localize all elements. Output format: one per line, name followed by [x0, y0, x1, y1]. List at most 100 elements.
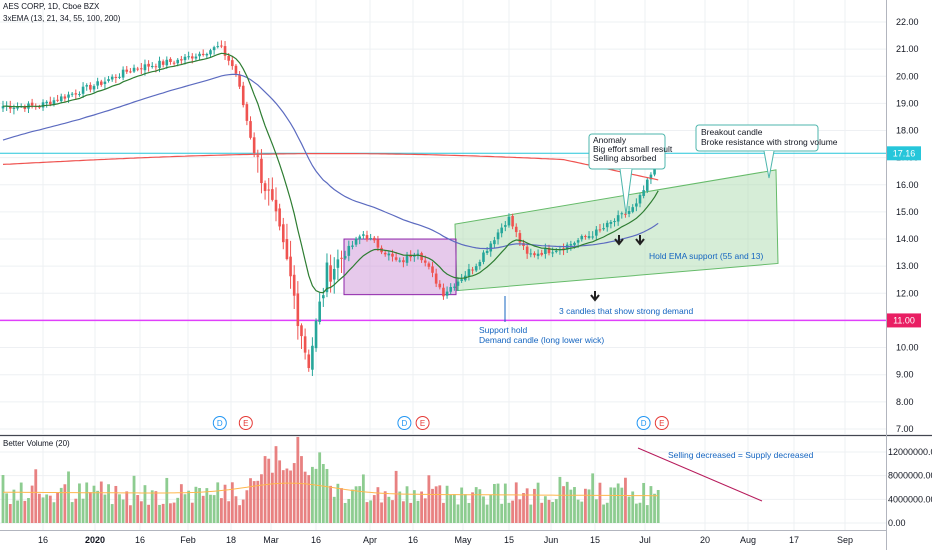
candle-body[interactable]: [485, 250, 489, 253]
price-pane[interactable]: [0, 0, 886, 434]
candle-body[interactable]: [536, 253, 540, 256]
dividend-marker[interactable]: [212, 416, 227, 430]
candle-body[interactable]: [198, 53, 201, 57]
candle-body[interactable]: [223, 46, 227, 56]
candle-body[interactable]: [92, 86, 96, 90]
candle-body[interactable]: [74, 93, 78, 95]
candle-body[interactable]: [507, 216, 511, 226]
candle-body[interactable]: [150, 65, 154, 67]
candle-body[interactable]: [169, 58, 172, 62]
candle-body[interactable]: [365, 235, 369, 240]
candle-body[interactable]: [49, 101, 52, 105]
candle-body[interactable]: [271, 189, 274, 200]
candle-body[interactable]: [311, 345, 314, 370]
candle-body[interactable]: [260, 158, 263, 184]
candle-body[interactable]: [267, 189, 271, 191]
candle-body[interactable]: [653, 165, 656, 175]
candle-body[interactable]: [56, 99, 59, 101]
candle-body[interactable]: [89, 84, 92, 90]
candle-body[interactable]: [624, 213, 627, 215]
dividend-marker[interactable]: [636, 416, 651, 430]
breakout-callout[interactable]: [695, 124, 819, 152]
candle-body[interactable]: [616, 215, 620, 222]
candle-body[interactable]: [398, 260, 402, 262]
candle-body[interactable]: [103, 81, 107, 85]
candle-body[interactable]: [129, 71, 132, 73]
candle-body[interactable]: [307, 354, 311, 369]
candle-body[interactable]: [78, 94, 81, 96]
candle-body[interactable]: [474, 266, 478, 271]
candle-body[interactable]: [165, 59, 169, 66]
candle-body[interactable]: [387, 253, 391, 256]
candle-body[interactable]: [292, 274, 296, 296]
candle-body[interactable]: [620, 213, 624, 215]
candle-body[interactable]: [325, 262, 329, 293]
candle-body[interactable]: [580, 236, 584, 240]
candle-body[interactable]: [402, 260, 405, 263]
candle-body[interactable]: [110, 76, 114, 80]
candle-body[interactable]: [500, 227, 503, 234]
candle-body[interactable]: [52, 100, 56, 105]
candle-body[interactable]: [205, 53, 209, 56]
candle-body[interactable]: [241, 85, 245, 106]
candle-body[interactable]: [38, 106, 41, 108]
candle-body[interactable]: [427, 263, 431, 267]
candle-body[interactable]: [405, 255, 409, 263]
candle-body[interactable]: [176, 59, 180, 64]
candle-body[interactable]: [489, 243, 493, 252]
candle-body[interactable]: [245, 104, 249, 121]
candle-body[interactable]: [449, 287, 453, 292]
candle-body[interactable]: [296, 293, 300, 327]
candle-body[interactable]: [635, 203, 638, 207]
candle-body[interactable]: [187, 56, 190, 58]
candle-body[interactable]: [216, 46, 220, 48]
candle-body[interactable]: [234, 65, 238, 74]
candle-body[interactable]: [460, 279, 463, 281]
candle-body[interactable]: [303, 336, 307, 353]
volume-legend[interactable]: Better Volume (20): [3, 439, 70, 448]
candle-body[interactable]: [529, 253, 533, 255]
candle-body[interactable]: [85, 85, 89, 87]
candle-body[interactable]: [12, 107, 16, 109]
candle-body[interactable]: [511, 216, 514, 227]
candle-body[interactable]: [107, 79, 110, 81]
candle-body[interactable]: [471, 269, 474, 271]
time-axis[interactable]: 16 2020 16 Feb 18 Mar 16 Apr 16 May 15 Jun 15 Jul 20 Au…: [38, 535, 853, 545]
candle-body[interactable]: [318, 301, 321, 322]
candle-body[interactable]: [649, 174, 653, 180]
candle-body[interactable]: [362, 234, 365, 236]
candle-body[interactable]: [194, 56, 198, 59]
candle-body[interactable]: [16, 106, 19, 109]
candle-body[interactable]: [263, 183, 267, 192]
candle-body[interactable]: [132, 67, 136, 72]
candle-body[interactable]: [180, 59, 183, 61]
candle-body[interactable]: [154, 66, 158, 68]
candle-body[interactable]: [332, 268, 336, 280]
candle-body[interactable]: [467, 269, 471, 277]
candle-body[interactable]: [595, 229, 598, 236]
candle-body[interactable]: [423, 260, 427, 263]
candle-body[interactable]: [525, 246, 529, 254]
candle-body[interactable]: [533, 253, 536, 256]
candle-body[interactable]: [416, 253, 420, 255]
candle-body[interactable]: [642, 190, 645, 196]
earnings-marker[interactable]: [654, 416, 669, 430]
candle-body[interactable]: [438, 283, 442, 288]
dividend-marker[interactable]: [397, 416, 412, 430]
price-axis[interactable]: 22.0021.0020.0019.0018.0017.0016.0015.00…: [896, 17, 919, 434]
volume-axis[interactable]: 12000000.00 8000000.00 4000000.00 0.00: [888, 447, 932, 528]
candle-body[interactable]: [391, 253, 394, 257]
candle-body[interactable]: [369, 238, 372, 240]
candle-body[interactable]: [496, 232, 500, 240]
candle-body[interactable]: [274, 199, 278, 212]
candle-body[interactable]: [140, 68, 143, 70]
candle-body[interactable]: [99, 81, 103, 85]
candle-body[interactable]: [587, 236, 591, 238]
candle-body[interactable]: [540, 252, 544, 255]
candle-body[interactable]: [201, 53, 205, 55]
candle-body[interactable]: [638, 195, 642, 204]
candle-body[interactable]: [434, 273, 438, 284]
supply-trendline[interactable]: [637, 447, 763, 502]
candle-body[interactable]: [278, 208, 281, 227]
candle-body[interactable]: [482, 252, 485, 262]
